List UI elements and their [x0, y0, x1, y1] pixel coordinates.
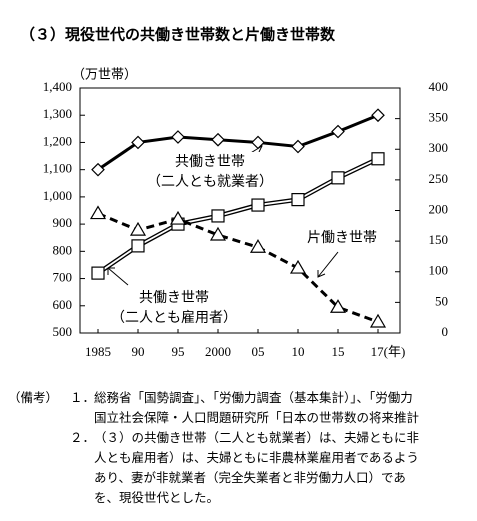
series-line-inner: [97, 157, 379, 274]
marker: [211, 132, 225, 147]
y-tick-label: 1,400: [43, 79, 72, 94]
marker: [91, 266, 105, 280]
y-tick-label: 1,100: [43, 161, 72, 176]
marker: [251, 135, 265, 150]
note-row: ２． （３）の共働き世帯（二人とも就業者）は、夫婦ともに非: [8, 428, 477, 448]
marker: [131, 135, 145, 150]
x-tick-label: 10: [292, 344, 305, 359]
marker: [291, 193, 305, 207]
note-row: 人とも雇用者）は、夫婦ともに非農林業雇用者であるよう: [8, 448, 477, 468]
marker: [209, 226, 227, 241]
y-tick-label: 600: [53, 297, 73, 312]
x-tick-label: 17(年): [371, 344, 406, 359]
chart-title: （３）現役世代の共働き世帯数と片働き世帯数: [20, 26, 336, 44]
marker: [289, 259, 307, 274]
marker: [211, 209, 225, 223]
marker: [371, 152, 385, 166]
arrow: [107, 267, 129, 286]
note-number: [70, 468, 94, 488]
y2-tick-label: 100: [429, 263, 449, 278]
series-label: 共働き世帯 （二人とも雇用者）: [111, 290, 237, 326]
marker: [131, 239, 145, 253]
marker: [91, 162, 105, 177]
y2-tick-label: 50: [435, 293, 448, 308]
notes-label: [8, 468, 70, 488]
note-number: [70, 448, 94, 468]
x-tick-label: 2000: [205, 344, 231, 359]
y-tick-label: 700: [53, 270, 73, 285]
note-text: 総務省「国勢調査」、「労働力調査（基本集計）」、「労働力: [94, 390, 413, 405]
y2-tick-label: 200: [429, 201, 449, 216]
y-tick-label: 800: [53, 242, 73, 257]
marker: [171, 130, 185, 144]
y2-tick-label: 250: [429, 171, 449, 186]
x-tick-label: 05: [252, 344, 265, 359]
x-tick-label: 90: [132, 344, 145, 359]
note-row: あり、妻が非就業者（完全失業者と非労働力人口）であ: [8, 468, 477, 488]
note-text: を、現役世代とした。: [94, 490, 220, 505]
marker: [129, 221, 147, 236]
note-row: （備考） １． 総務省「国勢調査」、「労働力調査（基本集計）」、「労働力: [8, 388, 477, 408]
y2-tick-label: 300: [429, 140, 449, 155]
y-axis-unit: （万世帯）: [72, 68, 137, 83]
notes-label: [8, 488, 70, 508]
y2-tick-label: 350: [429, 110, 449, 125]
note-row: を、現役世代とした。: [8, 488, 477, 508]
y-tick-label: 500: [53, 324, 73, 339]
note-text: あり、妻が非就業者（完全失業者と非労働力人口）であ: [94, 470, 406, 485]
note-text: 国立社会保障・人口問題研究所「日本の世帯数の将来推計: [94, 410, 420, 425]
marker: [251, 198, 265, 212]
marker: [369, 313, 387, 328]
notes: （備考） １． 総務省「国勢調査」、「労働力調査（基本集計）」、「労働力 国立社会保障…: [8, 388, 477, 508]
notes-label: [8, 448, 70, 468]
notes-label: [8, 408, 70, 428]
marker: [169, 210, 187, 225]
marker: [89, 205, 107, 220]
marker: [291, 139, 305, 154]
arrow-head: [317, 270, 326, 278]
y2-tick-label: 400: [429, 79, 449, 94]
note-row: 国立社会保障・人口問題研究所「日本の世帯数の将来推計: [8, 408, 477, 428]
note-number: ２．: [70, 430, 96, 445]
y-tick-label: 1,200: [43, 133, 72, 148]
series-line: [97, 113, 379, 171]
note-text: 人とも雇用者）は、夫婦ともに非農林業雇用者であるよう: [94, 450, 419, 465]
marker: [331, 171, 345, 185]
note-number: １．: [70, 390, 96, 405]
marker: [371, 108, 385, 123]
series-label: 共働き世帯 （二人とも就業者）: [140, 152, 280, 192]
x-tick-label: 95: [172, 344, 185, 359]
y2-tick-label: 0: [442, 324, 449, 339]
note-text: （３）の共働き世帯（二人とも就業者）は、夫婦ともに非: [94, 430, 420, 445]
x-tick-label: 15: [332, 344, 345, 359]
marker: [329, 299, 347, 313]
x-tick-label: 1985: [85, 344, 111, 359]
y2-tick-label: 150: [429, 232, 449, 247]
y-tick-label: 1,000: [43, 188, 72, 203]
marker: [249, 239, 267, 253]
note-number: [70, 488, 94, 508]
notes-label: [8, 428, 70, 448]
series-line: [97, 212, 379, 324]
notes-label: （備考）: [8, 390, 59, 405]
series-label: 片働き世帯: [307, 230, 377, 246]
note-number: [70, 408, 94, 428]
arrow: [317, 251, 339, 278]
y-tick-label: 900: [53, 215, 73, 230]
marker: [331, 124, 345, 139]
y-tick-label: 1,300: [43, 106, 72, 121]
chart: （３）現役世代の共働き世帯数と片働き世帯数 （万世帯） 500600700800…: [20, 26, 449, 359]
